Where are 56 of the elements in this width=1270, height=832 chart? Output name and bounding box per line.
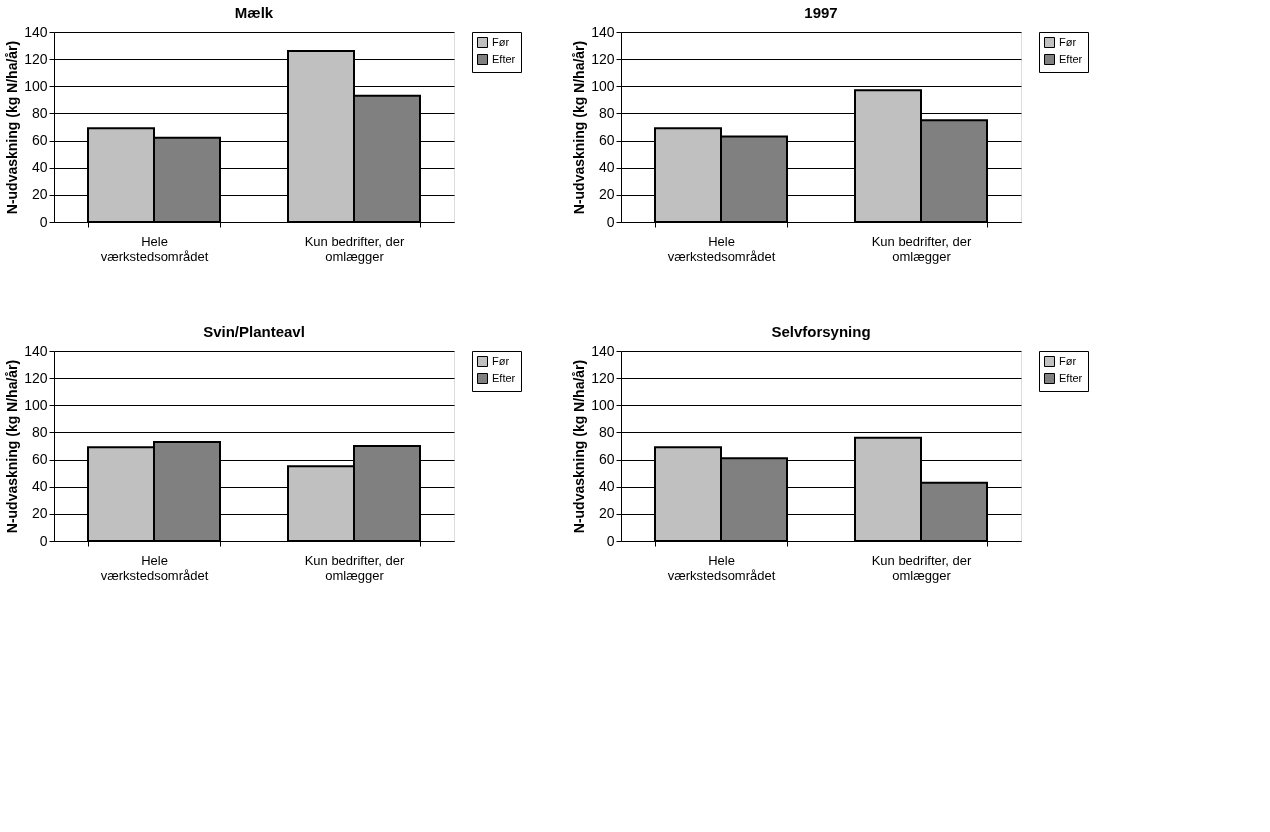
y-axis-title: N-udvaskning (kg N/ha/år)	[4, 359, 21, 534]
x-tick-label: Hele værkstedsområdet	[100, 552, 209, 583]
x-tick-label: Kun bedrifter, der omlægger	[304, 233, 406, 264]
x-tick-label: Hele værkstedsområdet	[667, 233, 776, 264]
y-tick-label: 60	[598, 132, 615, 149]
y-tick-label: 100	[24, 396, 48, 413]
y-tick-label: 0	[606, 213, 615, 230]
y-tick-label: 60	[31, 132, 48, 149]
y-tick-label: 40	[598, 478, 615, 495]
y-tick-label: 140	[591, 342, 615, 359]
x-tick-label: Kun bedrifter, der omlægger	[304, 552, 406, 583]
y-tick-label: 40	[31, 478, 48, 495]
y-tick-label: 120	[591, 369, 615, 386]
legend-label: Før	[1059, 354, 1077, 367]
y-tick-label: 80	[31, 423, 48, 440]
y-tick-label: 100	[591, 396, 615, 413]
x-tick-label: Hele værkstedsområdet	[100, 233, 209, 264]
chart-title: 1997	[804, 4, 838, 21]
legend-label: Før	[492, 354, 510, 367]
legend-label: Efter	[492, 52, 516, 65]
y-tick-label: 0	[39, 213, 48, 230]
chart-title: Selvforsyning	[771, 323, 871, 340]
y-tick-label: 120	[24, 369, 48, 386]
y-tick-label: 80	[598, 423, 615, 440]
y-tick-label: 20	[31, 505, 48, 522]
y-tick-label: 120	[24, 50, 48, 67]
y-tick-label: 20	[598, 186, 615, 203]
legend-label: Før	[492, 35, 510, 48]
y-tick-label: 0	[39, 532, 48, 549]
chart-title: Svin/Planteavl	[203, 323, 305, 340]
y-tick-label: 140	[591, 23, 615, 40]
y-tick-label: 60	[31, 451, 48, 468]
y-tick-label: 40	[598, 159, 615, 176]
y-tick-label: 40	[31, 159, 48, 176]
y-tick-label: 80	[31, 104, 48, 121]
y-tick-label: 20	[31, 186, 48, 203]
legend-label: Før	[1059, 35, 1077, 48]
y-tick-label: 140	[24, 342, 48, 359]
legend-label: Efter	[1059, 52, 1083, 65]
x-tick-label: Kun bedrifter, der omlægger	[871, 552, 973, 583]
y-axis-title: N-udvaskning (kg N/ha/år)	[4, 40, 21, 215]
y-tick-label: 120	[591, 50, 615, 67]
y-tick-label: 100	[24, 77, 48, 94]
y-tick-label: 0	[606, 532, 615, 549]
y-tick-label: 60	[598, 451, 615, 468]
y-tick-label: 140	[24, 23, 48, 40]
y-tick-label: 100	[591, 77, 615, 94]
legend-label: Efter	[1059, 371, 1083, 384]
y-tick-label: 20	[598, 505, 615, 522]
x-tick-label: Kun bedrifter, der omlægger	[871, 233, 973, 264]
chart-title: Mælk	[234, 4, 274, 21]
y-axis-title: N-udvaskning (kg N/ha/år)	[571, 40, 588, 215]
y-axis-title: N-udvaskning (kg N/ha/år)	[571, 359, 588, 534]
y-tick-label: 80	[598, 104, 615, 121]
legend-label: Efter	[492, 371, 516, 384]
x-tick-label: Hele værkstedsområdet	[667, 552, 776, 583]
